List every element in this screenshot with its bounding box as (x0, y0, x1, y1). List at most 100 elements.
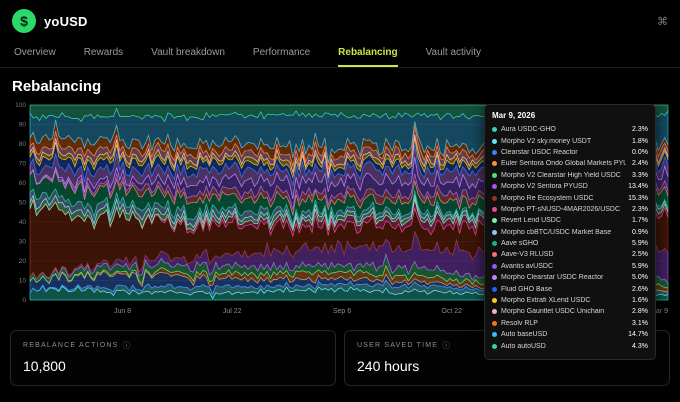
tab-vault-activity[interactable]: Vault activity (425, 47, 482, 58)
series-label: Aave-V3 RLUSD (501, 251, 554, 259)
series-value: 1.6% (632, 297, 648, 305)
legend-row: Morpho V2 Clearstar High Yield USDC 3.3% (492, 170, 648, 181)
series-label: Fluid GHO Base (501, 285, 552, 293)
svg-text:10: 10 (19, 278, 27, 285)
series-color-dot (492, 252, 497, 258)
series-label: Auto baseUSD (501, 331, 548, 339)
series-label: Resolv RLP (501, 319, 538, 327)
series-color-dot (492, 286, 497, 292)
series-color-dot (492, 127, 497, 133)
series-value: 2.4% (632, 160, 648, 168)
app-name: yoUSD (44, 13, 88, 29)
series-label: Morpho V2 Clearstar High Yield USDC (501, 171, 621, 179)
stat-value: 240 hours (357, 358, 420, 374)
series-color-dot (492, 184, 497, 190)
svg-text:Jul 22: Jul 22 (223, 308, 242, 315)
svg-text:Oct 22: Oct 22 (441, 308, 462, 315)
series-label: Clearstar USDC Reactor (501, 148, 578, 156)
series-label: Avantis avUSDC (501, 262, 554, 270)
series-value: 0.0% (632, 148, 648, 156)
svg-text:50: 50 (19, 200, 27, 207)
series-value: 3.1% (632, 319, 648, 327)
legend-row: Revert Lend USDC 1.7% (492, 215, 648, 226)
stat-value: 10,800 (23, 358, 66, 374)
legend-row: Auto baseUSD 14.7% (492, 329, 648, 340)
series-color-dot (492, 218, 497, 224)
series-label: Morpho V2 sky.money USDT (501, 137, 592, 145)
stat-card-rebalance-actions: REBALANCE ACTIONS ⓘ 10,800 (10, 330, 336, 386)
svg-text:Jun 8: Jun 8 (114, 308, 131, 315)
tab-rewards[interactable]: Rewards (83, 47, 124, 58)
info-icon[interactable]: ⓘ (442, 341, 451, 350)
series-color-dot (492, 332, 497, 338)
legend-row: Morpho V2 sky.money USDT 1.8% (492, 135, 648, 146)
series-color-dot (492, 161, 497, 167)
page-title: Rebalancing (12, 78, 102, 95)
series-color-dot (492, 309, 497, 315)
series-value: 1.8% (632, 137, 648, 145)
svg-text:60: 60 (19, 180, 27, 187)
legend-row: Fluid GHO Base 2.6% (492, 283, 648, 294)
legend-row: Morpho Gauntlet USDC Unichain 2.8% (492, 306, 648, 317)
series-color-dot (492, 149, 497, 155)
series-value: 4.3% (632, 342, 648, 350)
series-label: Revert Lend USDC (501, 217, 561, 225)
series-color-dot (492, 195, 497, 201)
legend-row: Resolv RLP 3.1% (492, 318, 648, 329)
series-value: 3.3% (632, 171, 648, 179)
series-label: Aura USDC-GHO (501, 126, 556, 134)
legend-row: Aura USDC-GHO 2.3% (492, 124, 648, 135)
tab-performance[interactable]: Performance (252, 47, 311, 58)
tab-overview[interactable]: Overview (14, 47, 56, 58)
corner-icon[interactable]: ⌘ (657, 15, 668, 28)
series-color-dot (492, 172, 497, 178)
series-color-dot (492, 229, 497, 235)
header: $ yoUSD ⌘ (0, 0, 680, 42)
series-color-dot (492, 343, 497, 349)
svg-text:80: 80 (19, 141, 27, 148)
svg-text:100: 100 (15, 102, 26, 109)
series-value: 5.9% (632, 240, 648, 248)
info-icon[interactable]: ⓘ (122, 341, 131, 350)
series-value: 15.3% (628, 194, 648, 202)
series-value: 2.3% (632, 126, 648, 134)
svg-text:40: 40 (19, 219, 27, 226)
series-label: Euler Sentora Ondo Global Markets PYUSD (501, 160, 627, 168)
tooltip-rows: Aura USDC-GHO 2.3% Morpho V2 sky.money USD… (492, 124, 648, 352)
svg-text:Sep 6: Sep 6 (333, 308, 351, 315)
series-value: 2.8% (632, 308, 648, 316)
legend-row: Morpho V2 Sentora PYUSD 13.4% (492, 181, 648, 192)
legend-row: Avantis avUSDC 5.9% (492, 261, 648, 272)
tooltip-date: Mar 9, 2026 (492, 111, 536, 120)
series-value: 5.0% (632, 274, 648, 282)
legend-row: Morpho Re Ecosystem USDC 15.3% (492, 192, 648, 203)
series-label: Morpho Clearstar USDC Reactor (501, 274, 604, 282)
series-label: Morpho PT-sNUSD-4MAR2026/USDC (501, 205, 621, 213)
stat-label: REBALANCE ACTIONS (23, 342, 119, 349)
svg-text:70: 70 (19, 161, 27, 168)
svg-text:0: 0 (22, 297, 26, 304)
series-label: Morpho Re Ecosystem USDC (501, 194, 594, 202)
legend-row: Morpho Clearstar USDC Reactor 5.0% (492, 272, 648, 283)
series-value: 5.9% (632, 262, 648, 270)
series-value: 14.7% (628, 331, 648, 339)
legend-row: Euler Sentora Ondo Global Markets PYUSD 2… (492, 158, 648, 169)
svg-text:30: 30 (19, 239, 27, 246)
series-value: 2.6% (632, 285, 648, 293)
series-label: Aave sGHO (501, 240, 539, 248)
tab-vault-breakdown[interactable]: Vault breakdown (151, 47, 225, 58)
legend-row: Aave sGHO 5.9% (492, 238, 648, 249)
series-value: 0.9% (632, 228, 648, 236)
legend-row: Morpho Extrafi XLend USDC 1.6% (492, 295, 648, 306)
legend-row: Morpho PT-sNUSD-4MAR2026/USDC 2.3% (492, 204, 648, 215)
series-color-dot (492, 206, 497, 212)
tab-rebalancing[interactable]: Rebalancing (338, 42, 398, 67)
svg-text:20: 20 (19, 258, 27, 265)
series-color-dot (492, 138, 497, 144)
series-value: 1.7% (632, 217, 648, 225)
series-label: Morpho V2 Sentora PYUSD (501, 183, 588, 191)
series-color-dot (492, 298, 497, 304)
series-label: Morpho Gauntlet USDC Unichain (501, 308, 605, 316)
series-value: 13.4% (628, 183, 648, 191)
